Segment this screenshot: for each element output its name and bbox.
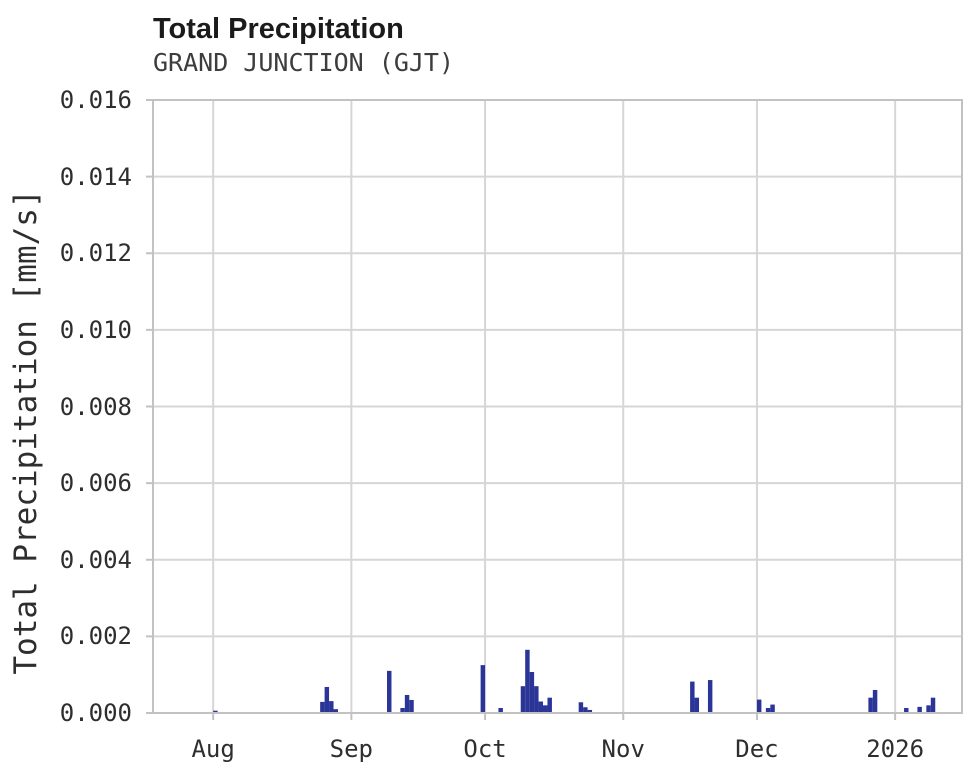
precip-bar bbox=[904, 708, 909, 713]
precip-bar bbox=[324, 686, 330, 713]
precip-bar bbox=[538, 701, 544, 713]
x-tick-label: Aug bbox=[191, 735, 235, 763]
precip-bar bbox=[409, 699, 414, 713]
x-tick-label: Nov bbox=[601, 735, 645, 763]
precip-bar bbox=[917, 706, 922, 713]
precip-bar bbox=[926, 705, 931, 713]
precip-bar bbox=[694, 697, 700, 713]
precip-bar bbox=[520, 686, 526, 713]
precip-bar bbox=[529, 672, 535, 713]
precip-bar bbox=[404, 694, 410, 713]
precip-bar bbox=[525, 649, 530, 713]
y-tick-label: 0.016 bbox=[59, 86, 132, 114]
chart-title: Total Precipitation bbox=[153, 13, 404, 45]
precip-bar bbox=[690, 681, 695, 713]
precip-bar bbox=[480, 665, 486, 713]
chart-subtitle: GRAND JUNCTION (GJT) bbox=[153, 48, 455, 77]
precip-bar bbox=[930, 697, 936, 713]
precip-bar bbox=[400, 708, 405, 713]
y-tick-label: 0.008 bbox=[59, 392, 132, 421]
plot-border bbox=[152, 99, 963, 714]
precip-bar bbox=[213, 710, 218, 713]
precip-bar bbox=[387, 670, 392, 713]
y-tick-label: 0.014 bbox=[59, 162, 132, 191]
precip-bar bbox=[583, 707, 588, 713]
y-tick-label: 0.004 bbox=[59, 545, 132, 574]
precip-bar bbox=[547, 697, 552, 713]
precip-bar bbox=[534, 686, 539, 713]
x-tick-label: Dec bbox=[735, 735, 779, 763]
x-tick-label: 2026 bbox=[866, 735, 925, 763]
x-tick-label: Oct bbox=[463, 735, 507, 763]
precip-bar bbox=[329, 701, 334, 713]
precip-bar bbox=[868, 697, 873, 713]
precip-bar bbox=[587, 709, 593, 713]
precip-bar bbox=[765, 708, 771, 713]
y-tick-label: 0.000 bbox=[59, 699, 132, 727]
precip-bar bbox=[756, 699, 762, 713]
precip-bar bbox=[333, 709, 338, 713]
x-tick-label: Sep bbox=[329, 735, 374, 763]
y-tick-label: 0.002 bbox=[59, 622, 132, 651]
precip-bar bbox=[707, 680, 713, 713]
y-tick-label: 0.010 bbox=[59, 315, 132, 344]
precip-bar bbox=[543, 705, 548, 713]
precip-bar bbox=[320, 701, 325, 713]
precip-bar bbox=[770, 704, 775, 713]
y-tick-label: 0.012 bbox=[59, 239, 132, 268]
y-tick-label: 0.006 bbox=[59, 469, 132, 498]
precip-bar bbox=[578, 702, 584, 713]
precip-bar bbox=[498, 708, 503, 713]
precip-bar bbox=[872, 690, 878, 713]
